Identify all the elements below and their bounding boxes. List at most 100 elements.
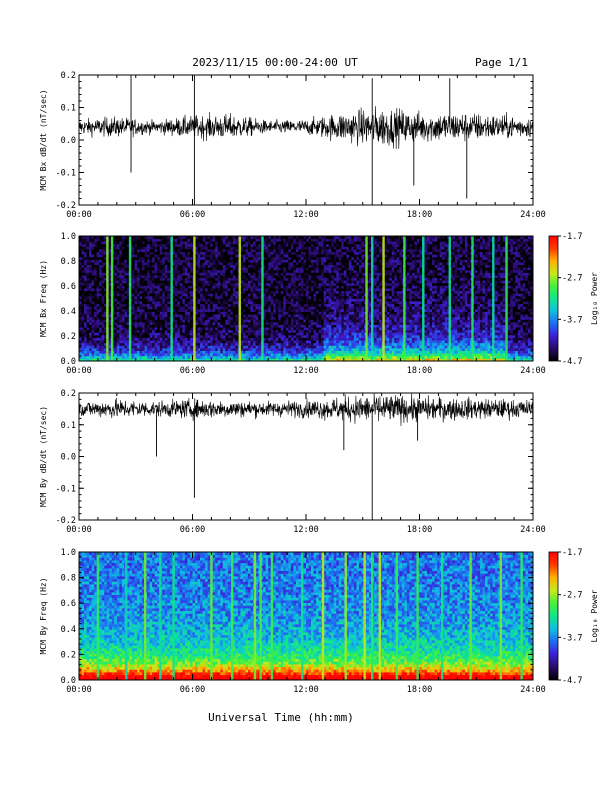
x-tick-label: 12:00 bbox=[293, 525, 319, 535]
broadband-event-line bbox=[505, 236, 508, 361]
broadband-event-line bbox=[159, 552, 162, 680]
broadband-event-line bbox=[441, 552, 444, 680]
panel-4-spectrogram: -1.7 -2.7 -3.7 -4.7 Log₁₀ Power bbox=[79, 548, 599, 686]
colorbar bbox=[548, 551, 559, 681]
dbdt-trace bbox=[78, 392, 534, 427]
broadband-event-line bbox=[231, 552, 234, 680]
broadband-event-line bbox=[395, 552, 398, 680]
x-tick-label: 00:00 bbox=[66, 366, 92, 376]
y-tick-label: 0.4 bbox=[61, 625, 76, 635]
y-tick-label: -0.1 bbox=[56, 169, 76, 179]
x-tick-label: 24:00 bbox=[520, 525, 546, 535]
broadband-event-line bbox=[492, 236, 495, 361]
y-axis-label: MCM By Freq (Hz) bbox=[39, 577, 48, 654]
y-tick-label: 0.6 bbox=[61, 282, 76, 292]
y-tick-label: 0.8 bbox=[61, 574, 76, 584]
y-tick-label: 1.0 bbox=[61, 232, 76, 242]
broadband-event-line bbox=[172, 552, 175, 680]
broadband-event-line bbox=[371, 552, 374, 680]
broadband-event-line bbox=[499, 552, 503, 680]
page-number: Page 1/1 bbox=[475, 56, 528, 69]
x-tick-label: 00:00 bbox=[66, 210, 92, 220]
y-tick-label: -0.1 bbox=[56, 484, 76, 494]
panel-1-axes: 0.2 0.1 0.0 -0.1 -0.200:00 06:00 12:00 18:00 24:… bbox=[39, 71, 546, 220]
panel-3-axes: 0.2 0.1 0.0 -0.1 -0.200:00 06:00 12:00 18:00 24:… bbox=[39, 389, 546, 535]
broadband-event-line bbox=[259, 552, 262, 680]
y-tick-label: 0.2 bbox=[61, 389, 76, 399]
x-tick-label: 24:00 bbox=[520, 210, 546, 220]
broadband-event-line bbox=[96, 552, 100, 680]
x-tick-label: 12:00 bbox=[293, 366, 319, 376]
broadband-event-line bbox=[170, 236, 173, 361]
broadband-event-line bbox=[403, 236, 406, 361]
broadband-event-line bbox=[238, 236, 241, 361]
broadband-event-line bbox=[378, 552, 381, 680]
panel-3-trace bbox=[78, 392, 534, 520]
broadband-event-line bbox=[365, 236, 368, 361]
broadband-event-line bbox=[520, 552, 523, 680]
x-axis-label: Universal Time (hh:mm) bbox=[208, 711, 354, 724]
broadband-event-line bbox=[261, 236, 264, 361]
y-tick-label: 1.0 bbox=[61, 548, 76, 558]
y-tick-label: 0.8 bbox=[61, 257, 76, 267]
panel-2-spectrogram: -1.7 -2.7 -3.7 -4.7 Log₁₀ Power bbox=[79, 232, 599, 367]
panel-1-trace bbox=[78, 75, 534, 205]
x-tick-label: 06:00 bbox=[180, 366, 206, 376]
page-title: 2023/11/15 00:00-24:00 UT bbox=[192, 56, 358, 69]
x-tick-label: 00:00 bbox=[66, 525, 92, 535]
x-tick-label: 24:00 bbox=[520, 685, 546, 695]
y-axis-label: MCM Bx dB/dt (nT/sec) bbox=[39, 89, 48, 190]
y-tick-label: 0.0 bbox=[61, 676, 76, 686]
colorbar-tick-label: -3.7 bbox=[562, 633, 582, 643]
broadband-event-line bbox=[371, 236, 374, 361]
broadband-event-line bbox=[321, 552, 325, 680]
broadband-event-line bbox=[144, 552, 147, 680]
y-tick-label: -0.2 bbox=[56, 201, 76, 211]
x-tick-label: 18:00 bbox=[407, 685, 433, 695]
broadband-event-line bbox=[344, 552, 347, 680]
y-axis-label: MCM Bx Freq (Hz) bbox=[39, 260, 48, 337]
y-tick-label: 0.2 bbox=[61, 650, 76, 660]
broadband-event-line bbox=[125, 552, 128, 680]
broadband-event-line bbox=[301, 552, 304, 680]
broadband-event-line bbox=[422, 236, 425, 361]
colorbar-tick-label: -1.7 bbox=[562, 232, 582, 242]
broadband-event-line bbox=[416, 552, 419, 680]
colorbar-label: Log₁₀ Power bbox=[590, 589, 599, 642]
panel-2-axes: 1.0 0.8 0.6 0.4 0.2 0.000:00 06:00 12:00 18:00 24… bbox=[39, 232, 546, 376]
x-tick-label: 24:00 bbox=[520, 366, 546, 376]
broadband-event-line bbox=[193, 236, 196, 361]
colorbar-tick-label: -2.7 bbox=[562, 591, 582, 601]
x-tick-label: 00:00 bbox=[66, 685, 92, 695]
broadband-event-line bbox=[471, 236, 474, 361]
broadband-event-line bbox=[253, 552, 257, 680]
dbdt-trace bbox=[78, 106, 534, 150]
y-tick-label: 0.0 bbox=[61, 136, 76, 146]
x-tick-label: 18:00 bbox=[407, 366, 433, 376]
x-tick-label: 18:00 bbox=[407, 210, 433, 220]
colorbar-label: Log₁₀ Power bbox=[590, 272, 599, 325]
colorbar-tick-label: -4.7 bbox=[562, 357, 582, 367]
y-tick-label: -0.2 bbox=[56, 516, 76, 526]
y-tick-label: 0.2 bbox=[61, 71, 76, 81]
colorbar-tick-label: -2.7 bbox=[562, 274, 582, 284]
x-tick-label: 18:00 bbox=[407, 525, 433, 535]
x-tick-label: 06:00 bbox=[180, 685, 206, 695]
y-axis-label: MCM By dB/dt (nT/sec) bbox=[39, 406, 48, 507]
colorbar bbox=[548, 235, 559, 362]
broadband-event-line bbox=[110, 236, 114, 361]
colorbar-tick-label: -4.7 bbox=[562, 676, 582, 686]
y-tick-label: 0.2 bbox=[61, 332, 76, 342]
x-tick-label: 06:00 bbox=[180, 210, 206, 220]
broadband-event-line bbox=[469, 552, 472, 680]
colorbar-tick-label: -3.7 bbox=[562, 315, 582, 325]
broadband-event-line bbox=[363, 552, 366, 680]
broadband-event-line bbox=[270, 552, 274, 680]
x-tick-label: 12:00 bbox=[293, 210, 319, 220]
x-tick-label: 12:00 bbox=[293, 685, 319, 695]
panel-4-axes: 1.0 0.8 0.6 0.4 0.2 0.000:00 06:00 12:00 18:00 24… bbox=[39, 548, 546, 695]
x-tick-label: 06:00 bbox=[180, 525, 206, 535]
colorbar-tick-label: -1.7 bbox=[562, 548, 582, 558]
broadband-event-line bbox=[448, 236, 451, 361]
